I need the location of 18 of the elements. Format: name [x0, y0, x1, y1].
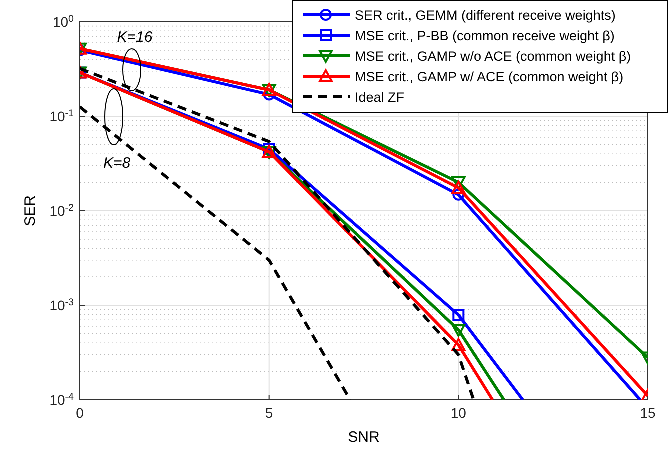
annotation: K=16: [117, 29, 154, 46]
x-tick-label: 10: [450, 405, 467, 421]
x-axis-title: SNR: [348, 429, 380, 446]
legend-label: MSE crit., GAMP w/ ACE (common weight β): [355, 70, 624, 84]
x-tick-label: 5: [265, 405, 274, 421]
y-tick-label: 10$^{-4}$: [50, 392, 75, 408]
x-tick-label: 0: [76, 405, 84, 421]
y-tick-label: 10$^{-1}$: [50, 108, 74, 124]
y-axis-title: SER: [22, 195, 39, 226]
annotation: K=8: [103, 155, 132, 172]
y-tick-label: 10$^{0}$: [52, 14, 75, 30]
legend-label: SER crit., GEMM (different receive weights): [355, 8, 616, 23]
legend-label: Ideal ZF: [355, 90, 405, 105]
legend-label: MSE crit., GAMP w/o ACE (common weight β): [355, 49, 632, 64]
legend-label: MSE crit., P-BB (common receive weight β): [355, 28, 615, 44]
y-tick-label: 10$^{-3}$: [50, 297, 75, 314]
y-tick-label: 10$^{-2}$: [50, 202, 74, 219]
x-tick-label: 15: [640, 405, 656, 421]
